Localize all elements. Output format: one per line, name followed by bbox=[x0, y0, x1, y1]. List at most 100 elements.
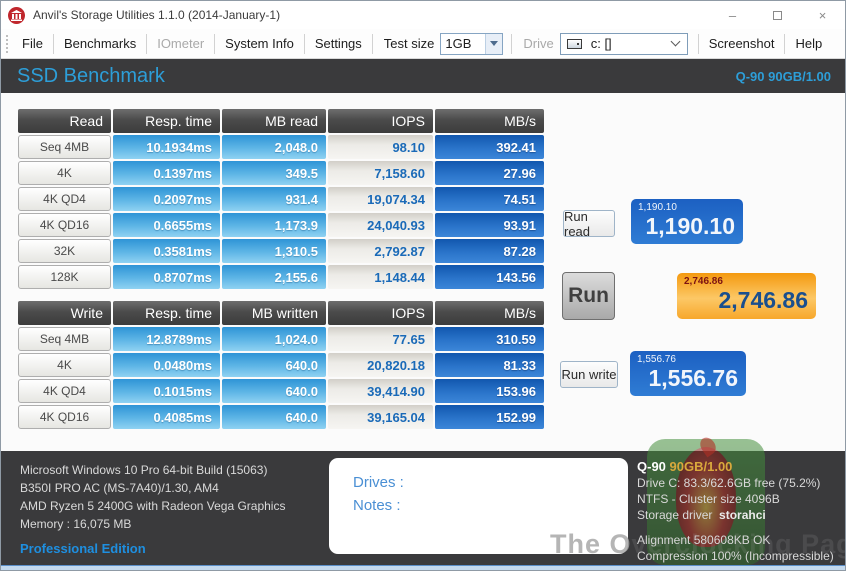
iops-value: 77.65 bbox=[328, 327, 433, 351]
run-read-button[interactable]: Run read bbox=[563, 209, 615, 239]
system-info-block: Microsoft Windows 10 Pro 64-bit Build (1… bbox=[20, 461, 285, 558]
test-button-4k[interactable]: 4K bbox=[18, 353, 111, 377]
toolbar-separator bbox=[784, 33, 786, 54]
device-capacity: 90GB/1.00 bbox=[669, 459, 733, 474]
iops-value: 19,074.34 bbox=[328, 187, 433, 211]
dropdown-arrow-icon[interactable] bbox=[485, 33, 503, 54]
mbs-value: 81.33 bbox=[435, 353, 544, 377]
mb-written-value: 640.0 bbox=[222, 379, 326, 403]
read-score-panel: 1,190.10 1,190.10 bbox=[631, 199, 743, 244]
resp-time-value: 0.4085ms bbox=[113, 405, 220, 429]
menu-screenshot[interactable]: Screenshot bbox=[708, 36, 775, 51]
window-title: Anvil's Storage Utilities 1.1.0 (2014-Ja… bbox=[33, 8, 281, 22]
menu-iometer: IOmeter bbox=[157, 36, 205, 51]
edition-label: Professional Edition bbox=[20, 541, 146, 556]
run-write-button[interactable]: Run write bbox=[560, 361, 618, 388]
os-line: Microsoft Windows 10 Pro 64-bit Build (1… bbox=[20, 463, 268, 477]
test-button-4kqd4[interactable]: 4K QD4 bbox=[18, 187, 111, 211]
mb-read-value: 2,155.6 bbox=[222, 265, 326, 289]
mb-read-value: 349.5 bbox=[222, 161, 326, 185]
test-button-4kqd16[interactable]: 4K QD16 bbox=[18, 213, 111, 237]
table-row: 32K 0.3581ms 1,310.5 2,792.87 87.28 bbox=[18, 239, 544, 263]
mb-read-value: 1,310.5 bbox=[222, 239, 326, 263]
run-button[interactable]: Run bbox=[562, 272, 615, 320]
read-score-value: 1,190.10 bbox=[645, 213, 735, 239]
mb-read-value: 1,173.9 bbox=[222, 213, 326, 237]
alignment-line: Alignment 580608KB OK bbox=[637, 533, 771, 547]
mbs-col-header: MB/s bbox=[435, 301, 544, 325]
read-header-row: Read Resp. time MB read IOPS MB/s bbox=[18, 109, 544, 133]
resp-time-value: 0.3581ms bbox=[113, 239, 220, 263]
mb-read-value: 2,048.0 bbox=[222, 135, 326, 159]
drive-label: Drive bbox=[523, 36, 554, 51]
titlebar: Anvil's Storage Utilities 1.1.0 (2014-Ja… bbox=[1, 1, 845, 29]
menu-benchmarks[interactable]: Benchmarks bbox=[63, 36, 137, 51]
test-button-seq4mb[interactable]: Seq 4MB bbox=[18, 135, 111, 159]
iops-col-header: IOPS bbox=[328, 109, 433, 133]
write-col-header: Write bbox=[18, 301, 111, 325]
footer: Microsoft Windows 10 Pro 64-bit Build (1… bbox=[1, 434, 845, 565]
mbs-value: 310.59 bbox=[435, 327, 544, 351]
toolbar-grip[interactable] bbox=[5, 33, 9, 54]
benchmark-header: SSD Benchmark Q-90 90GB/1.00 bbox=[1, 59, 845, 93]
menu-file[interactable]: File bbox=[22, 36, 43, 51]
drive-select[interactable]: c: [] bbox=[559, 32, 688, 55]
drives-label: Drives : bbox=[353, 474, 404, 491]
content-area: Read Resp. time MB read IOPS MB/s Seq 4M… bbox=[1, 93, 845, 451]
test-button-32k[interactable]: 32K bbox=[18, 239, 111, 263]
mbs-value: 87.28 bbox=[435, 239, 544, 263]
drives-notes-box[interactable]: Drives : Notes : bbox=[329, 458, 628, 554]
chevron-down-icon[interactable] bbox=[670, 36, 681, 47]
menu-help[interactable]: Help bbox=[795, 36, 823, 51]
menu-system-info[interactable]: System Info bbox=[225, 36, 294, 51]
notes-label: Notes : bbox=[353, 497, 401, 514]
close-button[interactable]: × bbox=[818, 7, 827, 23]
motherboard-line: B350I PRO AC (MS-7A40)/1.30, AM4 bbox=[20, 481, 219, 495]
write-score-panel: 1,556.76 1,556.76 bbox=[630, 351, 746, 396]
write-score-value: 1,556.76 bbox=[648, 365, 738, 391]
resp-time-col-header: Resp. time bbox=[113, 109, 220, 133]
device-info-block: Q-90 90GB/1.00 Drive C: 83.3/62.6GB free… bbox=[637, 459, 834, 564]
test-button-4k[interactable]: 4K bbox=[18, 161, 111, 185]
resp-time-value: 0.8707ms bbox=[113, 265, 220, 289]
window-bottom-border bbox=[1, 565, 845, 570]
mbs-value: 27.96 bbox=[435, 161, 544, 185]
test-button-4kqd16[interactable]: 4K QD16 bbox=[18, 405, 111, 429]
mbs-col-header: MB/s bbox=[435, 109, 544, 133]
toolbar-separator bbox=[697, 33, 699, 54]
table-row: Seq 4MB 12.8789ms 1,024.0 77.65 310.59 bbox=[18, 327, 544, 351]
mbs-value: 153.96 bbox=[435, 379, 544, 403]
resp-time-value: 0.0480ms bbox=[113, 353, 220, 377]
test-size-select[interactable]: 1GB bbox=[440, 32, 504, 55]
test-button-seq4mb[interactable]: Seq 4MB bbox=[18, 327, 111, 351]
mb-read-value: 931.4 bbox=[222, 187, 326, 211]
resp-time-value: 0.2097ms bbox=[113, 187, 220, 211]
total-score-value: 2,746.86 bbox=[718, 287, 808, 313]
watermark-logo bbox=[647, 439, 765, 565]
iops-value: 2,792.87 bbox=[328, 239, 433, 263]
drive-free-line: Drive C: 83.3/62.6GB free (75.2%) bbox=[637, 476, 821, 490]
app-icon bbox=[8, 6, 25, 24]
cpu-line: AMD Ryzen 5 2400G with Radeon Vega Graph… bbox=[20, 499, 286, 513]
minimize-button[interactable]: – bbox=[728, 7, 737, 23]
test-button-4kqd4[interactable]: 4K QD4 bbox=[18, 379, 111, 403]
menu-settings[interactable]: Settings bbox=[314, 36, 362, 51]
mb-written-value: 640.0 bbox=[222, 353, 326, 377]
toolbar-separator bbox=[371, 33, 373, 54]
storage-driver-line: Storage driver storahci bbox=[637, 508, 766, 522]
maximize-button[interactable] bbox=[755, 1, 800, 29]
resp-time-value: 10.1934ms bbox=[113, 135, 220, 159]
read-col-header: Read bbox=[18, 109, 111, 133]
mb-written-value: 640.0 bbox=[222, 405, 326, 429]
iops-value: 7,158.60 bbox=[328, 161, 433, 185]
resp-time-value: 0.6655ms bbox=[113, 213, 220, 237]
mbs-value: 74.51 bbox=[435, 187, 544, 211]
filesystem-line: NTFS - Cluster size 4096B bbox=[637, 492, 780, 506]
iops-value: 24,040.93 bbox=[328, 213, 433, 237]
page-title: SSD Benchmark bbox=[17, 64, 165, 87]
device-name: Q-90 bbox=[637, 459, 666, 474]
test-size-value: 1GB bbox=[445, 36, 472, 51]
test-button-128k[interactable]: 128K bbox=[18, 265, 111, 289]
read-score-small: 1,190.10 bbox=[638, 202, 677, 213]
